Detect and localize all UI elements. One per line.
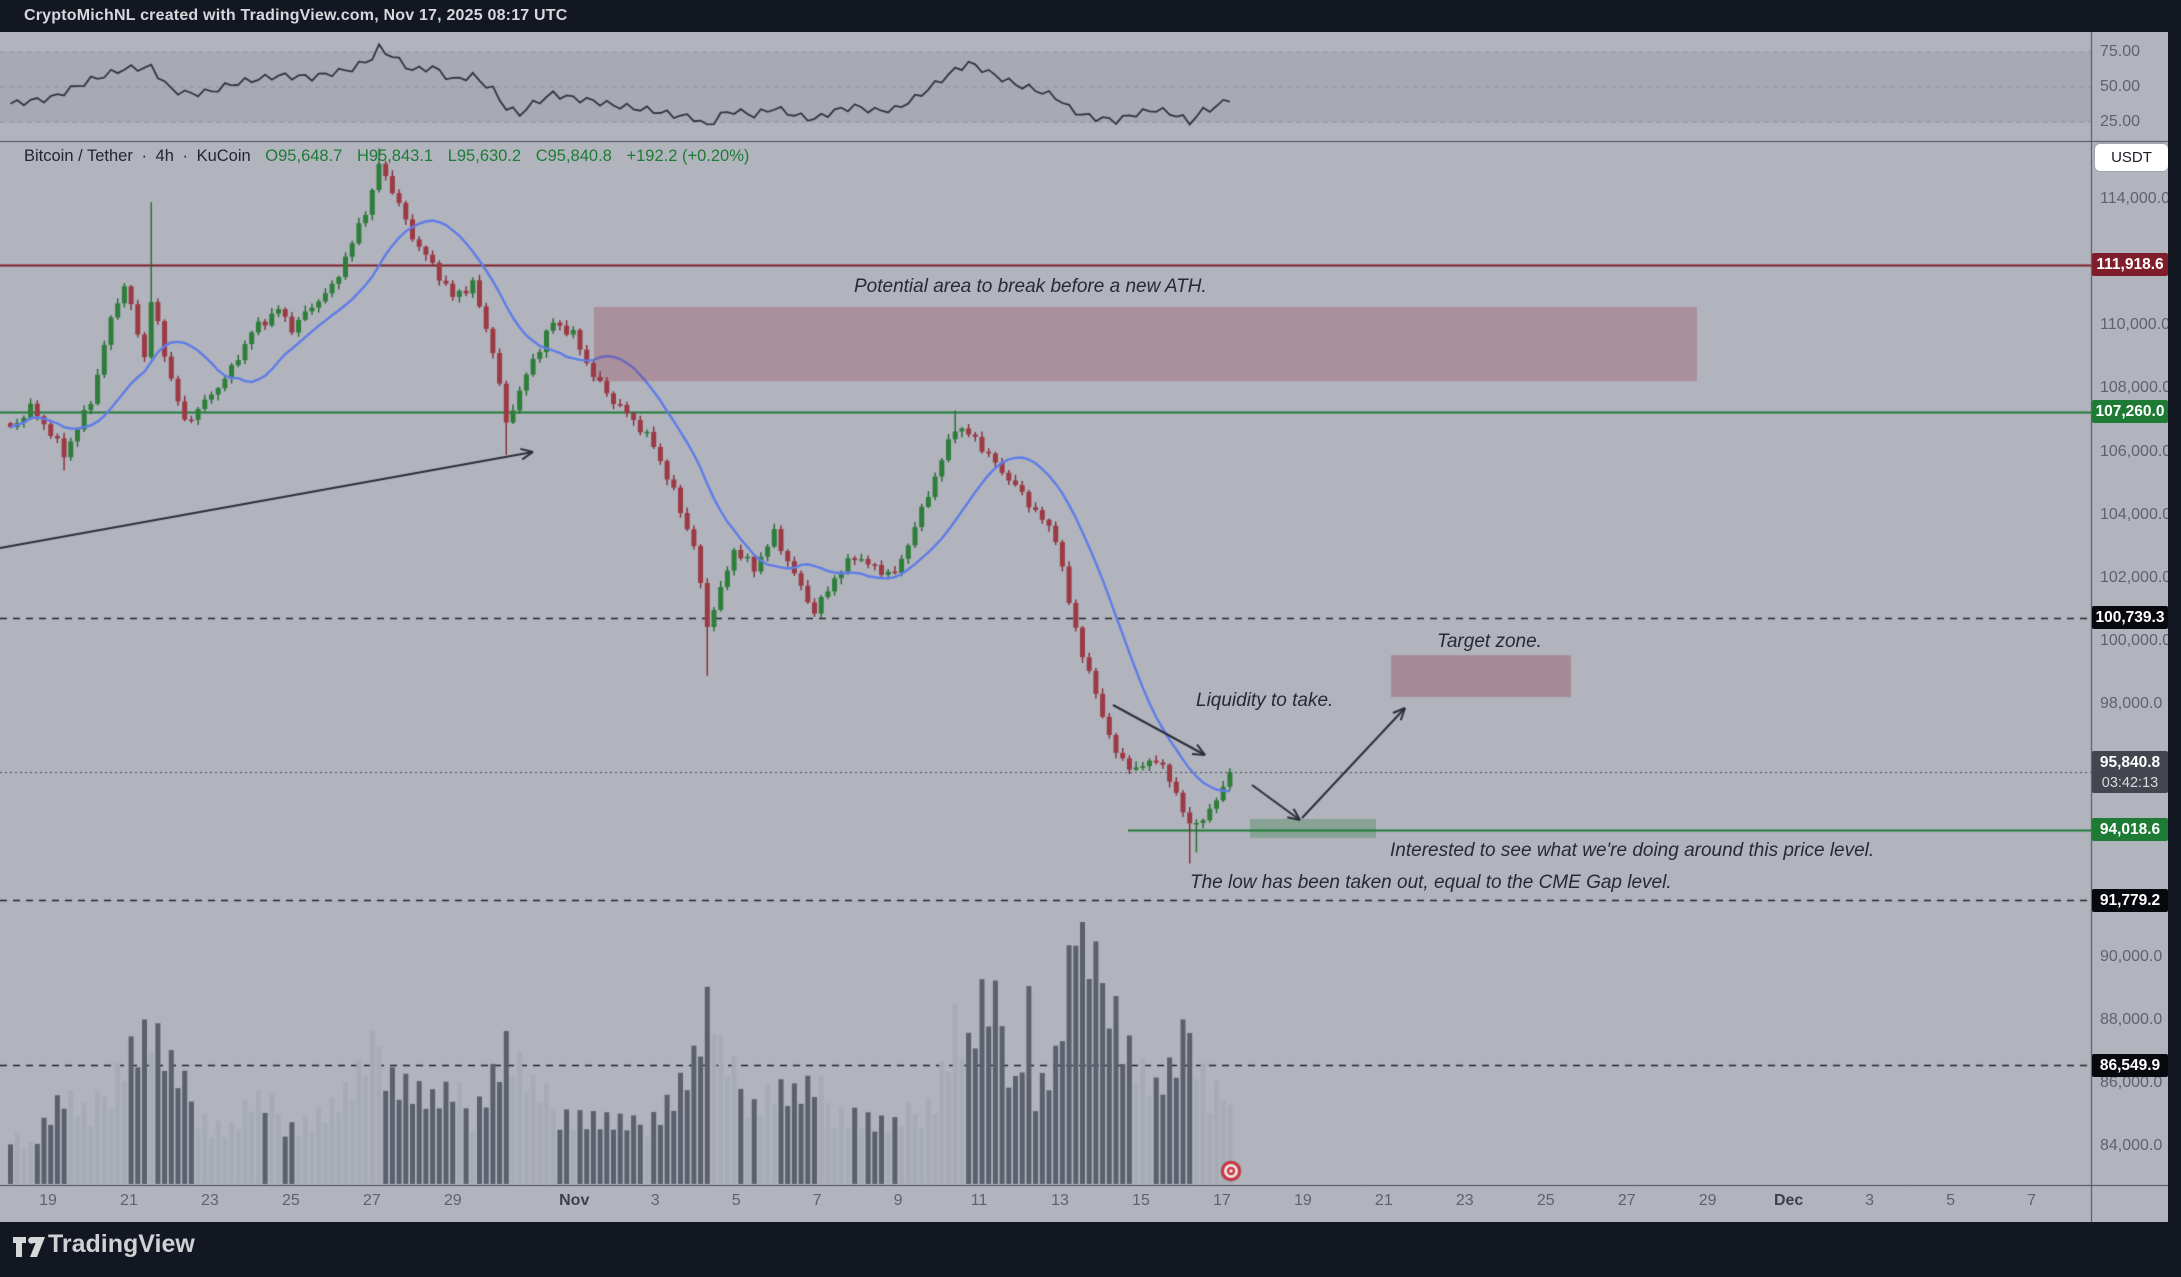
x-axis-tick: 5 — [731, 1192, 741, 1209]
price-badge-value: 94,018.6 — [2099, 821, 2161, 839]
rsi-axis-tick: 75.00 — [2100, 43, 2141, 60]
tradingview-logo-icon — [13, 1237, 45, 1257]
y-axis-tick: 90,000.0 — [2100, 947, 2163, 965]
x-axis-tick: Nov — [559, 1192, 590, 1209]
x-axis-tick: 23 — [1455, 1192, 1474, 1209]
x-axis-tick: 9 — [893, 1192, 903, 1209]
y-axis-tick: 100,000.0 — [2100, 631, 2172, 649]
x-axis-tick: 15 — [1132, 1192, 1150, 1209]
price-badge: 91,779.2 — [2092, 888, 2168, 912]
currency-toggle-button[interactable]: USDT — [2095, 144, 2168, 171]
x-axis-tick: 21 — [1374, 1192, 1393, 1209]
y-axis-tick: 88,000.0 — [2100, 1010, 2163, 1028]
x-axis-tick: 7 — [812, 1192, 822, 1209]
y-axis-tick: 86,000.0 — [2100, 1073, 2163, 1091]
price-badge: 107,260.0 — [2092, 400, 2168, 424]
ohlc-low: L95,630.2 — [447, 147, 522, 165]
x-axis-tick: 21 — [120, 1192, 138, 1209]
x-axis-tick: 5 — [1946, 1192, 1955, 1209]
legend-separator: · — [182, 147, 188, 165]
x-axis-tick: 27 — [1617, 1192, 1636, 1209]
y-axis-tick: 98,000.0 — [2100, 695, 2163, 713]
x-axis-tick: 17 — [1213, 1192, 1231, 1209]
legend-separator: · — [141, 147, 147, 165]
ohlc-high: H95,843.1 — [356, 147, 434, 165]
rsi-axis-tick: 50.00 — [2100, 78, 2141, 95]
y-axis-tick: 102,000.0 — [2100, 568, 2172, 586]
exchange-label: KuCoin — [196, 147, 251, 165]
symbol-legend[interactable]: Bitcoin / Tether · 4h · KuCoin O95,648.7… — [24, 147, 749, 166]
y-axis-tick: 106,000.0 — [2100, 442, 2172, 460]
ohlc-change: +192.2 (+0.20%) — [626, 147, 750, 165]
x-axis-tick: 19 — [39, 1192, 57, 1209]
y-axis-tick: 104,000.0 — [2100, 505, 2172, 523]
price-badge: 111,918.6 — [2092, 253, 2168, 277]
price-badge: 95,840.8 03:42:13 — [2092, 751, 2168, 794]
x-axis-tick: 11 — [970, 1192, 988, 1209]
x-axis-tick: Dec — [1773, 1192, 1804, 1209]
price-badge-value: 86,549.9 — [2099, 1056, 2161, 1074]
x-axis-tick: 7 — [2027, 1192, 2036, 1209]
chart-credit-text: CryptoMichNL created with TradingView.co… — [24, 7, 568, 24]
bar-countdown: 03:42:13 — [2101, 775, 2159, 792]
price-badge-value: 91,779.2 — [2099, 891, 2161, 909]
tradingview-wordmark: TradingView — [48, 1230, 195, 1258]
price-badge-value: 100,739.3 — [2095, 609, 2165, 627]
annotation-potential-area: Potential area to break before a new ATH… — [854, 276, 1207, 297]
ohlc-open: O95,648.7 — [265, 147, 343, 165]
price-badge-value: 111,918.6 — [2096, 256, 2164, 274]
symbol-name: Bitcoin / Tether — [24, 147, 133, 165]
price-badge: 94,018.6 — [2092, 818, 2168, 842]
y-axis-tick: 114,000.0 — [2100, 190, 2170, 207]
annotation-price-level: Interested to see what we're doing aroun… — [1390, 840, 1875, 861]
rsi-axis-tick: 25.00 — [2100, 113, 2141, 130]
interval-label: 4h — [155, 147, 174, 165]
x-axis-tick: 3 — [1865, 1192, 1875, 1209]
ohlc-close: C95,840.8 — [535, 147, 612, 165]
x-axis-tick: 23 — [201, 1192, 219, 1209]
right-edge-strip — [2168, 32, 2181, 1222]
x-axis-tick: 25 — [281, 1192, 300, 1209]
y-axis-tick: 108,000.0 — [2100, 379, 2172, 397]
price-badge-value: 107,260.0 — [2095, 403, 2165, 421]
price-badge: 100,739.3 — [2092, 606, 2168, 630]
y-axis-tick: 110,000.0 — [2100, 316, 2170, 334]
price-badge-value: 95,840.8 — [2099, 754, 2161, 772]
y-axis-tick: 84,000.0 — [2100, 1136, 2163, 1154]
header-bar: CryptoMichNL created with TradingView.co… — [0, 0, 2181, 32]
annotation-cme-gap: The low has been taken out, equal to the… — [1190, 872, 1672, 893]
x-axis-tick: 25 — [1536, 1192, 1555, 1209]
annotation-target-zone: Target zone. — [1437, 631, 1542, 652]
x-axis-tick: 29 — [443, 1192, 462, 1209]
x-axis-tick: 19 — [1293, 1192, 1312, 1209]
x-axis-tick: 3 — [650, 1192, 660, 1209]
price-badge: 86,549.9 — [2092, 1053, 2168, 1077]
x-axis-tick: 27 — [362, 1192, 381, 1209]
x-axis-tick: 29 — [1698, 1192, 1717, 1209]
footer-bar: TradingView — [0, 1222, 2181, 1277]
annotation-liquidity: Liquidity to take. — [1196, 690, 1334, 711]
x-axis-tick: 13 — [1051, 1192, 1069, 1209]
